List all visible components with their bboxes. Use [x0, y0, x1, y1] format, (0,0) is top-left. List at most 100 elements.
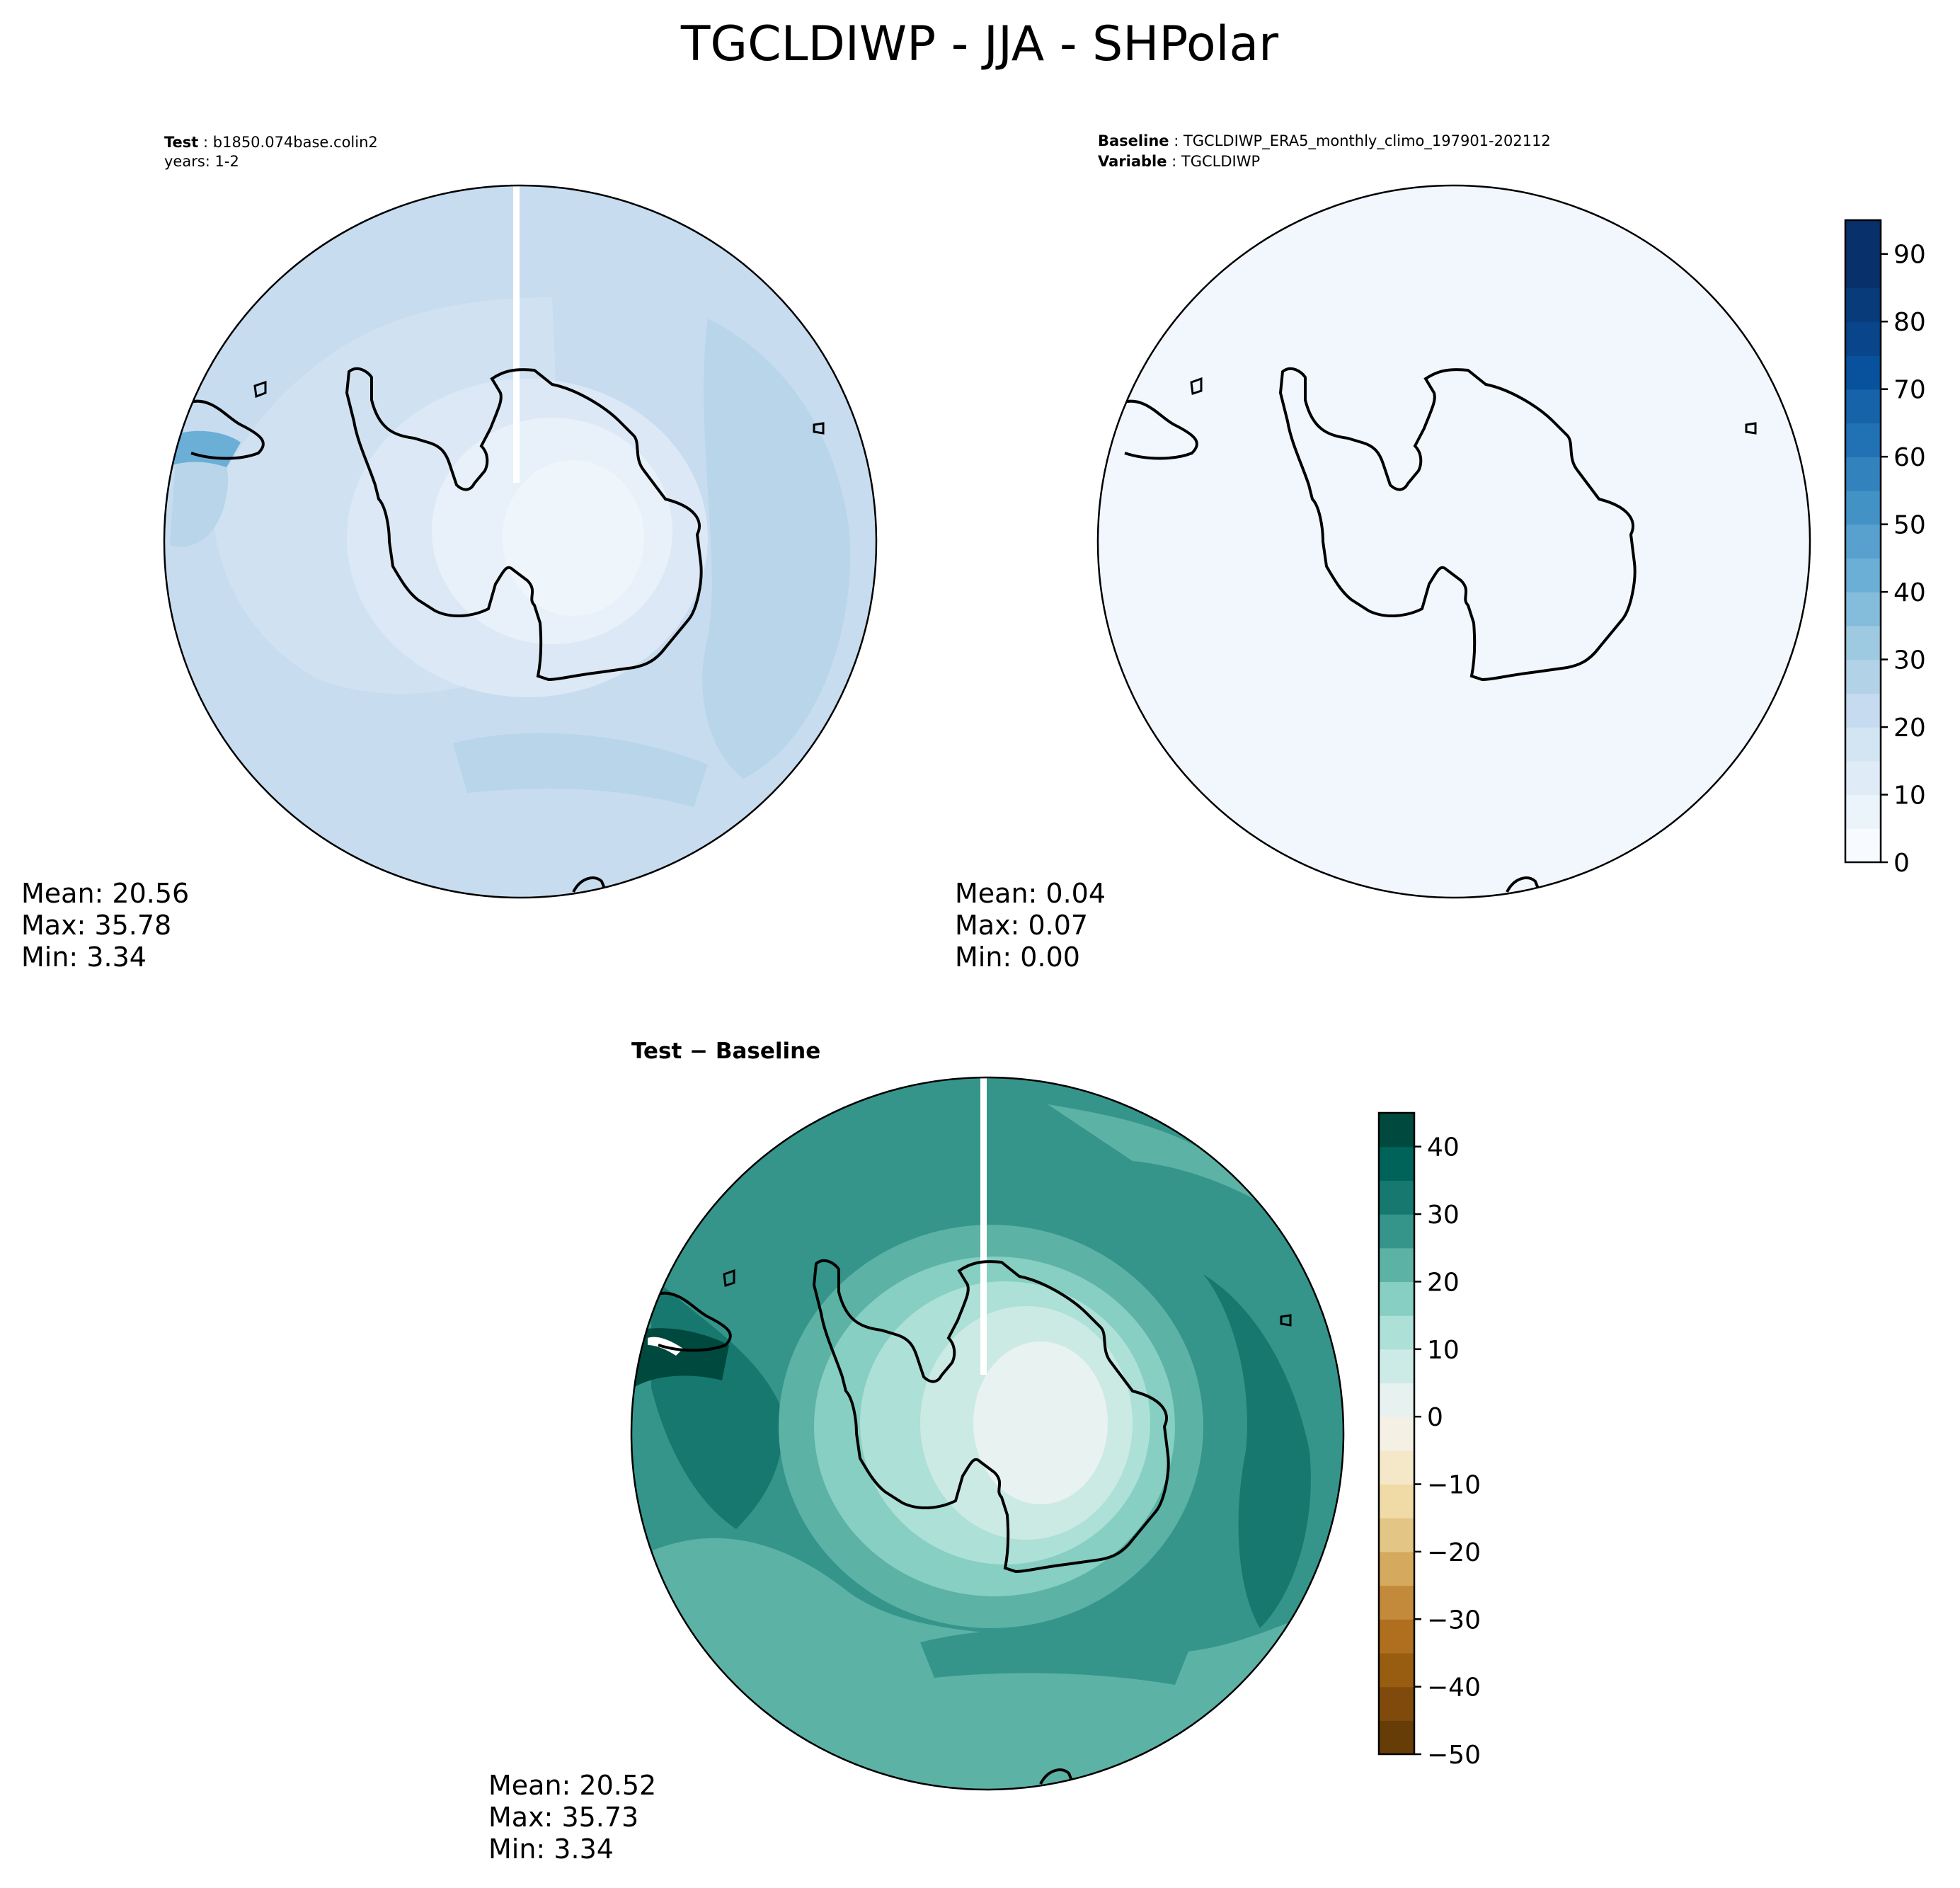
baseline-colorbar-level: [1845, 794, 1881, 829]
baseline-island: [1745, 422, 1757, 435]
difference-field-band: [1203, 1274, 1311, 1628]
difference-panel: Test − Baseline Mean: 20.52 Max: 35.73: [488, 1039, 1481, 1865]
baseline-stat-mean: Mean: 0.04: [955, 878, 1106, 909]
difference-colorbar-tick-label: −10: [1427, 1471, 1481, 1500]
baseline-colorbar-level: [1845, 423, 1881, 457]
test-years: years: 1-2: [164, 153, 239, 170]
difference-colorbar-tick-label: 10: [1427, 1336, 1460, 1365]
test-label: Test: [164, 134, 198, 151]
baseline-variable-separator: :: [1167, 153, 1181, 170]
test-separator: :: [198, 134, 212, 151]
baseline-stat-max: Max: 0.07: [955, 910, 1088, 941]
baseline-colorbar-tick-label: 0: [1893, 849, 1910, 878]
difference-coastline-south-america: [656, 1291, 732, 1352]
test-coastline-south-america: [189, 399, 265, 460]
baseline-panel: Baseline : TGCLDIWP_ERA5_monthly_climo_1…: [955, 132, 1926, 973]
test-field-band: [702, 319, 851, 779]
baseline-map: [1098, 185, 1810, 898]
difference-colorbar-level: [1379, 1214, 1414, 1249]
difference-field-band: [920, 1629, 1189, 1685]
baseline-colorbar-level: [1845, 321, 1881, 356]
difference-colorbar-level: [1379, 1247, 1414, 1283]
baseline-colorbar-level: [1845, 457, 1881, 491]
baseline-colorbar-level: [1845, 253, 1881, 289]
test-island: [253, 380, 267, 399]
difference-map: [631, 1077, 1343, 1790]
difference-colorbar-level: [1379, 1146, 1414, 1181]
difference-colorbar: 40 30 20 10 0 −10 −20 −30 −40 −50: [1377, 1111, 1481, 1770]
difference-seam: [980, 1077, 987, 1375]
difference-colorbar-level: [1379, 1720, 1414, 1755]
baseline-variable-name: TGCLDIWP: [1181, 153, 1260, 170]
difference-map-boundary: [630, 1076, 1345, 1791]
baseline-colorbar-level: [1845, 490, 1881, 525]
difference-colorbar-level: [1379, 1349, 1414, 1384]
baseline-case-name: TGCLDIWP_ERA5_monthly_climo_197901-20211…: [1183, 132, 1551, 150]
baseline-colorbar-level: [1845, 760, 1881, 796]
baseline-variable-line: Variable : TGCLDIWP: [1098, 153, 1260, 170]
test-map: [164, 185, 876, 898]
test-island: [813, 422, 825, 435]
difference-colorbar-tick-label: −20: [1427, 1538, 1481, 1567]
baseline-colorbar-level: [1845, 220, 1881, 255]
difference-colorbar-level: [1379, 1518, 1414, 1552]
baseline-colorbar-level: [1845, 389, 1881, 424]
baseline-colorbar-tick-label: 70: [1893, 376, 1926, 405]
difference-colorbar-level: [1379, 1484, 1414, 1518]
difference-colorbar-level: [1379, 1315, 1414, 1350]
baseline-colorbar-level: [1845, 355, 1881, 390]
baseline-header: Baseline : TGCLDIWP_ERA5_monthly_climo_1…: [1098, 132, 1551, 150]
test-panel: Test : b1850.074base.colin2 years: 1-2 M…: [21, 134, 878, 973]
difference-colorbar-level: [1379, 1383, 1414, 1417]
difference-stat-mean: Mean: 20.52: [488, 1770, 656, 1801]
difference-colorbar-frame: [1377, 1111, 1416, 1756]
difference-colorbar-tick-label: 0: [1427, 1403, 1443, 1432]
difference-island: [723, 1269, 735, 1288]
difference-stat-max: Max: 35.73: [488, 1802, 638, 1833]
baseline-colorbar-level: [1845, 727, 1881, 762]
baseline-colorbar-level: [1845, 287, 1881, 322]
difference-colorbar-tick-label: 40: [1427, 1133, 1460, 1162]
baseline-colorbar-frame: [1844, 219, 1882, 864]
difference-colorbar-level: [1379, 1281, 1414, 1316]
baseline-colorbar-level: [1845, 659, 1881, 694]
difference-colorbar-tick-label: −30: [1427, 1606, 1481, 1635]
test-stat-mean: Mean: 20.56: [21, 878, 189, 909]
test-field-band: [453, 733, 708, 807]
difference-island: [1280, 1314, 1292, 1327]
test-header: Test : b1850.074base.colin2: [164, 134, 378, 151]
baseline-field: [1098, 185, 1810, 898]
baseline-coastline-south-america: [1123, 399, 1198, 460]
difference-colorbar-level: [1379, 1180, 1414, 1215]
test-stat-min: Min: 3.34: [21, 942, 147, 973]
baseline-colorbar-level: [1845, 592, 1881, 627]
difference-colorbar-level: [1379, 1652, 1414, 1688]
figure-title: TGCLDIWP - JJA - SHPolar: [680, 16, 1278, 72]
baseline-colorbar-level: [1845, 828, 1881, 863]
test-map-boundary: [163, 184, 878, 899]
test-stat-max: Max: 35.78: [21, 910, 171, 941]
difference-colorbar-tick-label: 20: [1427, 1268, 1460, 1297]
difference-title: Test − Baseline: [631, 1039, 820, 1064]
baseline-colorbar-tick-label: 30: [1893, 646, 1926, 675]
baseline-colorbar-tick-label: 40: [1893, 578, 1926, 607]
difference-field-band: [973, 1341, 1108, 1504]
baseline-separator: :: [1169, 132, 1184, 149]
test-coastline-australia: [572, 876, 610, 898]
difference-coastline-australia: [1039, 1768, 1077, 1790]
difference-colorbar-level: [1379, 1619, 1414, 1654]
baseline-colorbar-tick-label: 60: [1893, 443, 1926, 472]
baseline-colorbar-level: [1845, 693, 1881, 728]
test-field-band: [503, 460, 644, 616]
baseline-colorbar-tick-label: 10: [1893, 782, 1926, 811]
difference-field-band: [1048, 1104, 1309, 1239]
difference-stat-min: Min: 3.34: [488, 1833, 614, 1865]
baseline-stat-min: Min: 0.00: [955, 942, 1080, 973]
baseline-colorbar-tick-label: 80: [1893, 308, 1926, 337]
baseline-island: [1190, 377, 1203, 396]
baseline-colorbar-level: [1845, 625, 1881, 660]
baseline-map-boundary: [1096, 184, 1811, 899]
difference-colorbar-tick-label: −50: [1427, 1741, 1481, 1770]
difference-colorbar-level: [1379, 1113, 1414, 1148]
